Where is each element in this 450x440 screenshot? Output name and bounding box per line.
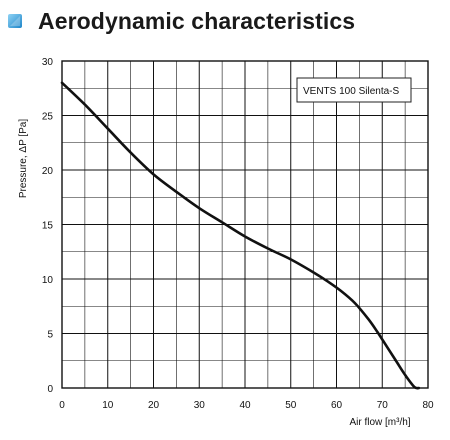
x-tick-label: 0 xyxy=(59,400,65,411)
x-tick-label: 50 xyxy=(285,400,297,411)
x-tick-label: 20 xyxy=(148,400,160,411)
series-line xyxy=(60,81,421,390)
section-header: Aerodynamic characteristics xyxy=(8,4,355,38)
y-tick-label: 25 xyxy=(42,112,54,123)
y-tick-label: 15 xyxy=(42,221,54,232)
x-tick-label: 70 xyxy=(377,400,389,411)
y-tick-label: 30 xyxy=(42,57,54,68)
x-tick-label: 80 xyxy=(422,400,434,411)
y-axis-label: Pressure, ΔP [Pa] xyxy=(18,119,29,199)
y-tick-label: 10 xyxy=(42,275,54,286)
legend: VENTS 100 Silenta-S xyxy=(296,77,412,103)
y-tick-label: 20 xyxy=(42,166,54,177)
x-tick-label: 10 xyxy=(102,400,114,411)
tick-labels: 0 10 20 30 40 50 60 70 80 0 5 10 15 20 25 30 xyxy=(42,57,434,411)
legend-label: VENTS 100 Silenta-S xyxy=(303,86,399,97)
x-axis-label: Air flow [m³/h] xyxy=(349,417,410,428)
page-title: Aerodynamic characteristics xyxy=(38,7,356,34)
series xyxy=(60,81,421,390)
plot-frame xyxy=(61,60,429,389)
y-tick-label: 0 xyxy=(47,384,53,395)
grid xyxy=(61,60,429,389)
legend-box xyxy=(296,77,412,103)
y-tick-label: 5 xyxy=(47,330,53,341)
x-tick-label: 30 xyxy=(194,400,206,411)
x-tick-label: 60 xyxy=(331,400,343,411)
x-tick-label: 40 xyxy=(239,400,251,411)
blue-square-icon xyxy=(8,14,22,28)
